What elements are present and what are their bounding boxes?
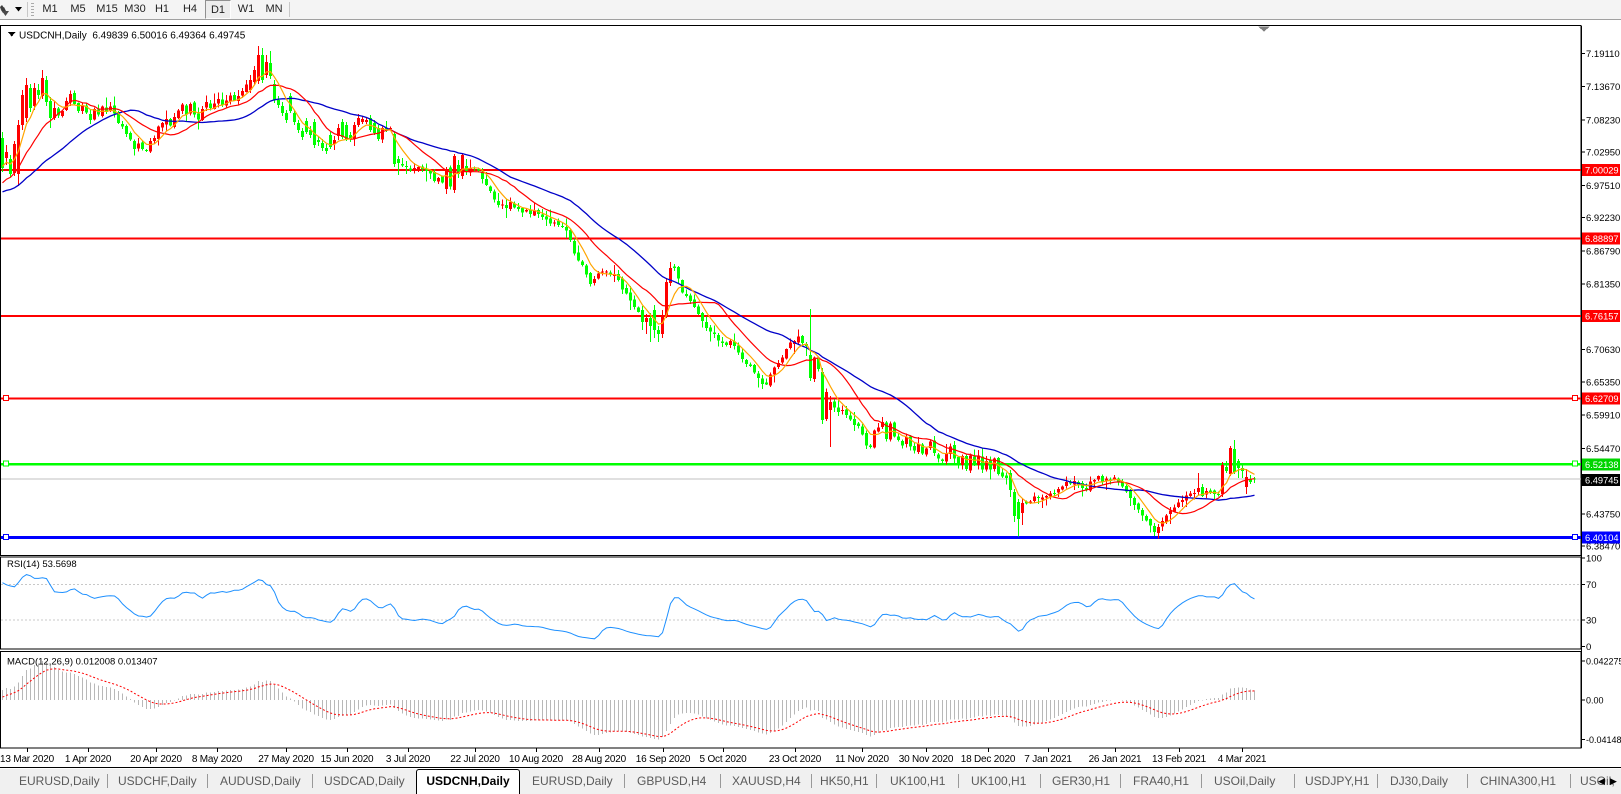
- svg-text:16 Sep 2020: 16 Sep 2020: [636, 754, 691, 765]
- svg-text:0.00: 0.00: [1586, 696, 1604, 706]
- svg-text:6.65350: 6.65350: [1586, 377, 1620, 388]
- svg-text:6.59910: 6.59910: [1586, 411, 1620, 422]
- svg-text:6.54470: 6.54470: [1586, 444, 1620, 455]
- svg-text:13 Mar 2020: 13 Mar 2020: [0, 754, 55, 765]
- svg-text:7.13670: 7.13670: [1586, 82, 1620, 93]
- svg-text:7.00029: 7.00029: [1585, 166, 1619, 176]
- svg-text:4 Mar 2021: 4 Mar 2021: [1218, 754, 1267, 765]
- svg-text:6.43750: 6.43750: [1586, 509, 1620, 520]
- svg-text:23 Oct 2020: 23 Oct 2020: [769, 754, 822, 765]
- svg-text:30 Nov 2020: 30 Nov 2020: [899, 754, 954, 765]
- svg-text:27 May 2020: 27 May 2020: [258, 754, 314, 765]
- svg-text:26 Jan 2021: 26 Jan 2021: [1089, 754, 1142, 765]
- svg-text:6.88897: 6.88897: [1585, 234, 1619, 244]
- svg-text:6.38470: 6.38470: [1586, 542, 1620, 553]
- svg-text:0.042275: 0.042275: [1586, 657, 1621, 667]
- svg-text:18 Dec 2020: 18 Dec 2020: [961, 754, 1016, 765]
- svg-text:6.97510: 6.97510: [1586, 181, 1620, 192]
- svg-text:1 Apr 2020: 1 Apr 2020: [65, 754, 112, 765]
- svg-text:100: 100: [1586, 553, 1602, 564]
- svg-text:7.08230: 7.08230: [1586, 115, 1620, 126]
- svg-text:11 Nov 2020: 11 Nov 2020: [835, 754, 889, 765]
- svg-text:MACD(12,26,9) 0.012008 0.01340: MACD(12,26,9) 0.012008 0.013407: [7, 657, 158, 668]
- svg-text:13 Feb 2021: 13 Feb 2021: [1152, 754, 1207, 765]
- svg-text:0: 0: [1586, 642, 1591, 653]
- svg-text:7 Jan 2021: 7 Jan 2021: [1024, 754, 1072, 765]
- svg-text:6.81350: 6.81350: [1586, 280, 1620, 291]
- svg-text:6.62709: 6.62709: [1585, 394, 1619, 404]
- svg-text:15 Jun 2020: 15 Jun 2020: [321, 754, 374, 765]
- svg-text:7.19110: 7.19110: [1586, 49, 1620, 60]
- svg-text:30: 30: [1586, 616, 1597, 627]
- svg-text:6.70630: 6.70630: [1586, 345, 1620, 356]
- svg-text:USDCNH,Daily 6.49839 6.50016: USDCNH,Daily 6.49839 6.50016 6.49364 6.4…: [19, 31, 246, 42]
- svg-text:5 Oct 2020: 5 Oct 2020: [700, 754, 748, 765]
- svg-text:10 Aug 2020: 10 Aug 2020: [509, 754, 564, 765]
- svg-text:7.02950: 7.02950: [1586, 148, 1620, 159]
- svg-text:6.76157: 6.76157: [1585, 312, 1619, 322]
- svg-text:6.92230: 6.92230: [1586, 213, 1620, 224]
- svg-text:3 Jul 2020: 3 Jul 2020: [386, 754, 431, 765]
- svg-text:6.49745: 6.49745: [1585, 476, 1619, 486]
- svg-text:22 Jul 2020: 22 Jul 2020: [450, 754, 500, 765]
- svg-text:6.86790: 6.86790: [1586, 246, 1620, 257]
- svg-text:70: 70: [1586, 580, 1597, 591]
- svg-text:6.52138: 6.52138: [1585, 460, 1619, 470]
- svg-text:-0.04148: -0.04148: [1586, 735, 1621, 745]
- svg-text:28 Aug 2020: 28 Aug 2020: [572, 754, 627, 765]
- svg-text:RSI(14) 53.5698: RSI(14) 53.5698: [7, 559, 77, 570]
- svg-text:20 Apr 2020: 20 Apr 2020: [130, 754, 182, 765]
- svg-text:8 May 2020: 8 May 2020: [192, 754, 243, 765]
- svg-text:6.40104: 6.40104: [1585, 533, 1619, 543]
